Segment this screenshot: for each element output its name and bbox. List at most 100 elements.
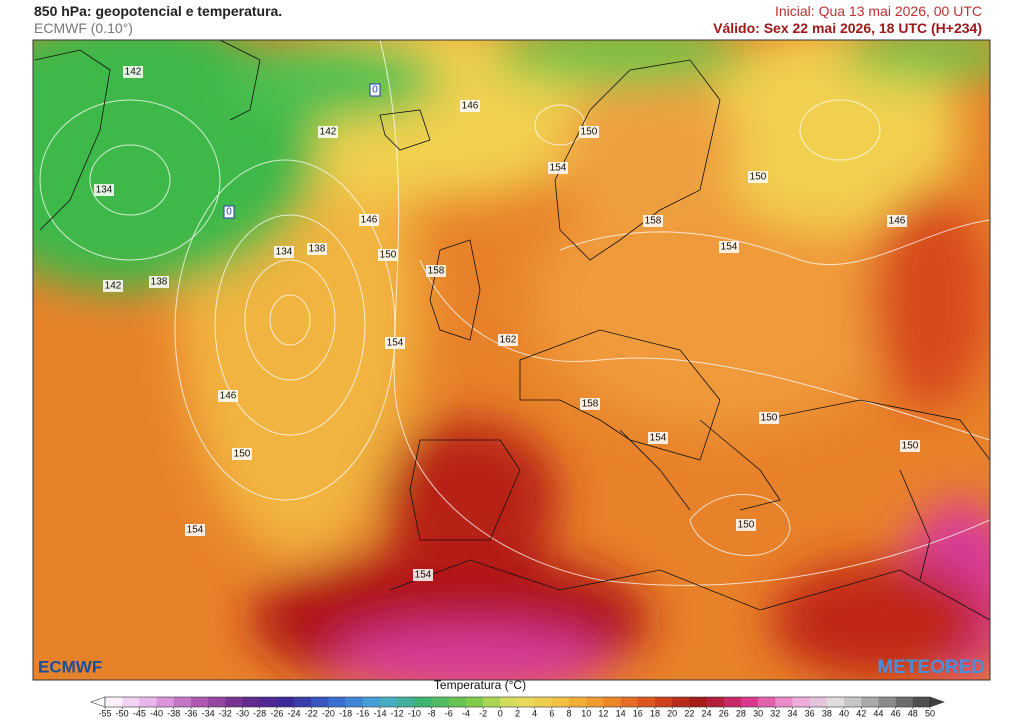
contour-label: 158 [645,216,662,227]
colorbar-tick-label: 38 [822,708,832,718]
colorbar-tick-label: -45 [133,708,146,718]
colorbar-segment [397,697,415,707]
contour-label-bg [426,265,446,277]
colorbar-segment [534,697,553,707]
colorbar-tick-label: -6 [445,708,453,718]
colorbar-segment [603,697,621,707]
colorbar-tick-label: -16 [356,708,369,718]
contour-label: 142 [105,281,122,292]
colorbar-segment [723,697,742,707]
contour-label-bg [580,398,600,410]
colorbar-arrow-left [90,696,106,708]
contour-label-bg [719,241,739,253]
colorbar-segment [414,697,432,707]
colorbar-segment [431,697,450,707]
colorbar-tick-label: -10 [408,708,421,718]
colorbar-tick-label: 30 [753,708,763,718]
colorbar-segment [895,697,914,707]
contour-label-bg [378,249,398,261]
colorbar-tick-label: 10 [581,708,591,718]
valid-time: Válido: Sex 22 mai 2026, 18 UTC (H+234) [713,20,982,36]
colorbar-tick-label: -32 [219,708,232,718]
colorbar-segment [311,697,329,707]
colorbar-segment [637,697,656,707]
colorbar-tick-label: -55 [98,708,111,718]
colorbar-tick-label: -12 [391,708,404,718]
colorbar-segment [156,697,175,707]
colorbar-tick-label: 24 [702,708,712,718]
colorbar-segment [276,697,295,707]
colorbar-segment [912,697,931,707]
initial-time: Inicial: Qua 13 mai 2026, 00 UTC [775,3,982,19]
colorbar-tick-label: 34 [787,708,797,718]
colorbar-tick-label: -28 [253,708,266,718]
colorbar-tick-label: 6 [549,708,554,718]
contour-label: 146 [361,215,378,226]
colorbar-segment [208,697,226,707]
colorbar-segment [861,697,879,707]
colorbar-segment [345,697,364,707]
colorbar-tick-label: -14 [373,708,386,718]
colorbar-tick-label: 42 [856,708,866,718]
colorbar-segment [758,697,776,707]
colorbar-tick-label: 46 [891,708,901,718]
contour-label-bg [736,519,756,531]
colorbar-segment [844,697,862,707]
contour-label-bg [748,171,768,183]
colorbar-tick-label: 22 [684,708,694,718]
contour-label: 146 [889,216,906,227]
contour-label-bg [103,280,123,292]
colorbar-segment [672,697,690,707]
colorbar-tick-label: -50 [116,708,129,718]
colorbar-segment [569,697,587,707]
colorbar-tick-label: -40 [150,708,163,718]
colorbar-segment [122,697,140,707]
colorbar-segment [259,697,278,707]
colorbar-segment [225,697,243,707]
colorbar-segment [655,697,673,707]
colorbar-label: Temperatura (°C) [434,678,526,692]
contour-label: 150 [380,250,397,261]
colorbar-segment [878,697,896,707]
colorbar-segment [465,697,484,707]
colorbar-tick-label: 4 [532,708,537,718]
colorbar-segment [294,697,312,707]
colorbar-segment [380,697,398,707]
colorbar-segment [740,697,759,707]
colorbar-segment [139,697,157,707]
contour-label-bg [185,524,205,536]
colorbar-segment [362,697,381,707]
contour-label-bg [413,569,433,581]
colorbar-segment [190,697,209,707]
contour-label-bg [759,412,779,424]
colorbar-tick-label: 12 [598,708,608,718]
colorbar-segment [328,697,346,707]
contour-label-bg [123,66,143,78]
colorbar-tick-label: 48 [908,708,918,718]
contour-label-bg [218,390,238,402]
colorbar-tick-label: 44 [873,708,883,718]
colorbar-tick-label: 18 [650,708,660,718]
colorbar-tick-label: 20 [667,708,677,718]
contour-label: 146 [220,391,237,402]
colorbar-segment [689,697,707,707]
colorbar-segment [586,697,604,707]
contour-label: 142 [320,127,337,138]
contour-label: 150 [902,441,919,452]
contour-label: 138 [309,244,326,255]
map-frame [32,39,991,681]
colorbar-tick-label: 0 [498,708,503,718]
colorbar-segment [173,697,192,707]
contour-label: 154 [721,242,738,253]
temperature-field [33,40,990,680]
colorbar-tick-label: -2 [479,708,487,718]
colorbar-tick-label: -26 [270,708,283,718]
contour-label-bg [385,337,405,349]
colorbar-segment [242,697,260,707]
colorbar-tick-label: 16 [633,708,643,718]
contour-label-bg [232,448,252,460]
contour-label: 134 [96,185,113,196]
colorbar-segment [620,697,639,707]
colorbar-tick-label: -20 [322,708,335,718]
coastlines [34,40,990,621]
